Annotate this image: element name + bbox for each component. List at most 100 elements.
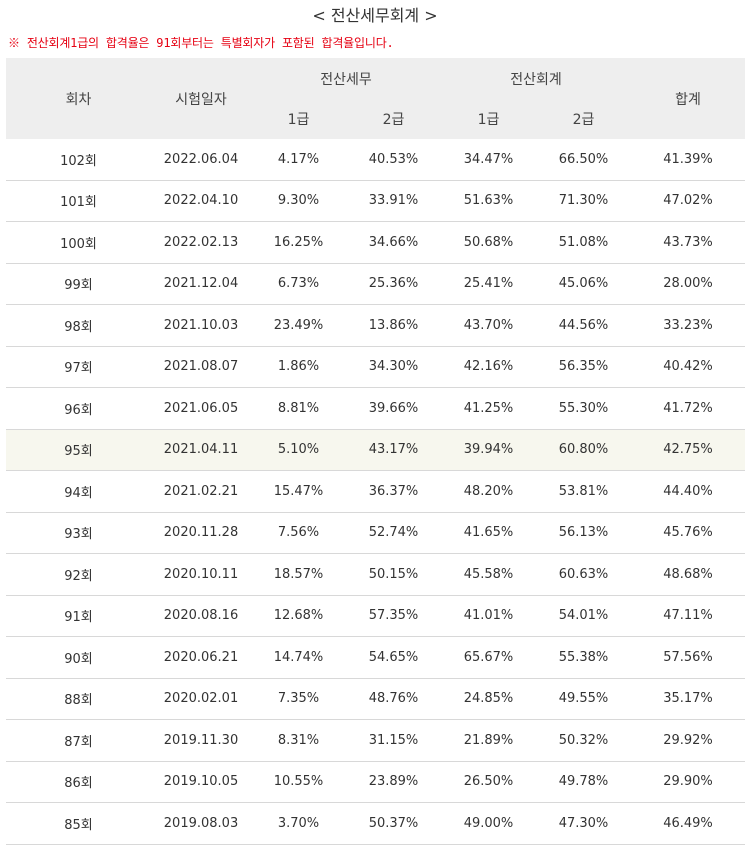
cell-date: 2020.10.11 xyxy=(151,553,251,596)
header-accounting-grade1: 1급 xyxy=(441,99,536,139)
cell-accounting-grade2: 49.55% xyxy=(536,678,631,720)
cell-tax-grade1: 8.31% xyxy=(251,719,346,762)
cell-round: 100회 xyxy=(6,221,151,264)
cell-accounting-grade1: 48.20% xyxy=(441,470,536,513)
cell-accounting-grade1: 50.68% xyxy=(441,221,536,264)
cell-tax-grade2: 48.76% xyxy=(346,678,441,720)
cell-accounting-grade2: 51.08% xyxy=(536,221,631,264)
cell-accounting-grade1: 26.50% xyxy=(441,761,536,803)
cell-round: 94회 xyxy=(6,470,151,513)
cell-round: 98회 xyxy=(6,304,151,347)
cell-total: 40.42% xyxy=(631,346,745,388)
cell-round: 101회 xyxy=(6,180,151,222)
table-row: 102회 2022.06.04 4.17% 40.53% 34.47% 66.50% 41.… xyxy=(6,139,745,181)
cell-accounting-grade2: 54.01% xyxy=(536,595,631,637)
cell-date: 2022.04.10 xyxy=(151,180,251,222)
table-row: 94회 2021.02.21 15.47% 36.37% 48.20% 53.81% 44.… xyxy=(6,470,745,513)
cell-date: 2022.06.04 xyxy=(151,139,251,181)
cell-round: 95회 xyxy=(6,429,151,471)
cell-accounting-grade1: 42.16% xyxy=(441,346,536,388)
cell-date: 2021.02.21 xyxy=(151,470,251,513)
header-tax-grade1: 1급 xyxy=(251,99,346,139)
cell-tax-grade2: 25.36% xyxy=(346,263,441,305)
cell-tax-grade1: 10.55% xyxy=(251,761,346,803)
cell-total: 46.49% xyxy=(631,802,745,845)
cell-tax-grade1: 6.73% xyxy=(251,263,346,305)
cell-accounting-grade2: 45.06% xyxy=(536,263,631,305)
cell-tax-grade1: 15.47% xyxy=(251,470,346,513)
table-row: 90회 2020.06.21 14.74% 54.65% 65.67% 55.38% 57.… xyxy=(6,636,745,679)
table-body: 102회 2022.06.04 4.17% 40.53% 34.47% 66.50% 41.… xyxy=(6,139,745,845)
cell-accounting-grade1: 41.01% xyxy=(441,595,536,637)
cell-accounting-grade1: 45.58% xyxy=(441,553,536,596)
cell-accounting-grade1: 43.70% xyxy=(441,304,536,347)
cell-tax-grade1: 14.74% xyxy=(251,636,346,679)
cell-round: 90회 xyxy=(6,636,151,679)
cell-tax-grade1: 7.56% xyxy=(251,512,346,554)
cell-total: 43.73% xyxy=(631,221,745,264)
cell-date: 2019.10.05 xyxy=(151,761,251,803)
cell-tax-grade2: 40.53% xyxy=(346,139,441,181)
cell-tax-grade1: 4.17% xyxy=(251,139,346,181)
cell-accounting-grade1: 21.89% xyxy=(441,719,536,762)
cell-accounting-grade2: 55.38% xyxy=(536,636,631,679)
cell-tax-grade2: 34.66% xyxy=(346,221,441,264)
cell-tax-grade2: 39.66% xyxy=(346,387,441,430)
table-row: 99회 2021.12.04 6.73% 25.36% 25.41% 45.06% 28.0… xyxy=(6,263,745,305)
cell-total: 48.68% xyxy=(631,553,745,596)
cell-accounting-grade2: 60.63% xyxy=(536,553,631,596)
header-tax: 전산세무 xyxy=(251,58,441,99)
cell-date: 2021.08.07 xyxy=(151,346,251,388)
header-accounting: 전산회계 xyxy=(441,58,631,99)
cell-accounting-grade2: 49.78% xyxy=(536,761,631,803)
cell-tax-grade1: 8.81% xyxy=(251,387,346,430)
cell-round: 87회 xyxy=(6,719,151,762)
cell-accounting-grade2: 60.80% xyxy=(536,429,631,471)
cell-date: 2020.11.28 xyxy=(151,512,251,554)
cell-accounting-grade1: 24.85% xyxy=(441,678,536,720)
cell-tax-grade2: 50.15% xyxy=(346,553,441,596)
cell-accounting-grade1: 39.94% xyxy=(441,429,536,471)
cell-round: 99회 xyxy=(6,263,151,305)
cell-tax-grade1: 7.35% xyxy=(251,678,346,720)
cell-tax-grade1: 16.25% xyxy=(251,221,346,264)
cell-total: 44.40% xyxy=(631,470,745,513)
cell-date: 2019.11.30 xyxy=(151,719,251,762)
cell-tax-grade2: 43.17% xyxy=(346,429,441,471)
cell-accounting-grade1: 34.47% xyxy=(441,139,536,181)
header-accounting-grade2: 2급 xyxy=(536,99,631,139)
cell-date: 2021.06.05 xyxy=(151,387,251,430)
cell-accounting-grade1: 25.41% xyxy=(441,263,536,305)
cell-round: 85회 xyxy=(6,802,151,845)
page-title: < 전산세무회계 > xyxy=(312,6,438,25)
cell-date: 2020.08.16 xyxy=(151,595,251,637)
cell-total: 29.90% xyxy=(631,761,745,803)
table-row: 88회 2020.02.01 7.35% 48.76% 24.85% 49.55% 35.1… xyxy=(6,678,745,720)
table-row: 93회 2020.11.28 7.56% 52.74% 41.65% 56.13% 45.7… xyxy=(6,512,745,554)
cell-accounting-grade2: 47.30% xyxy=(536,802,631,845)
cell-tax-grade1: 12.68% xyxy=(251,595,346,637)
cell-tax-grade2: 57.35% xyxy=(346,595,441,637)
cell-tax-grade1: 18.57% xyxy=(251,553,346,596)
cell-tax-grade2: 34.30% xyxy=(346,346,441,388)
cell-tax-grade2: 50.37% xyxy=(346,802,441,845)
cell-accounting-grade2: 56.35% xyxy=(536,346,631,388)
cell-total: 41.39% xyxy=(631,139,745,181)
cell-date: 2019.08.03 xyxy=(151,802,251,845)
table-row: 98회 2021.10.03 23.49% 13.86% 43.70% 44.56% 33.… xyxy=(6,304,745,347)
table-row: 95회 2021.04.11 5.10% 43.17% 39.94% 60.80% 42.7… xyxy=(6,429,745,471)
cell-accounting-grade2: 56.13% xyxy=(536,512,631,554)
table-row: 97회 2021.08.07 1.86% 34.30% 42.16% 56.35% 40.4… xyxy=(6,346,745,388)
cell-round: 86회 xyxy=(6,761,151,803)
cell-total: 47.02% xyxy=(631,180,745,222)
cell-tax-grade2: 33.91% xyxy=(346,180,441,222)
cell-tax-grade1: 9.30% xyxy=(251,180,346,222)
header-round: 회차 xyxy=(6,58,151,139)
cell-date: 2020.02.01 xyxy=(151,678,251,720)
cell-accounting-grade1: 49.00% xyxy=(441,802,536,845)
table-row: 100회 2022.02.13 16.25% 34.66% 50.68% 51.08% 43… xyxy=(6,221,745,264)
cell-round: 93회 xyxy=(6,512,151,554)
pass-rate-table: 회차 시험일자 전산세무 전산회계 합계 1급 2급 1급 2급 102회 202… xyxy=(6,58,745,845)
cell-round: 102회 xyxy=(6,139,151,181)
cell-total: 33.23% xyxy=(631,304,745,347)
